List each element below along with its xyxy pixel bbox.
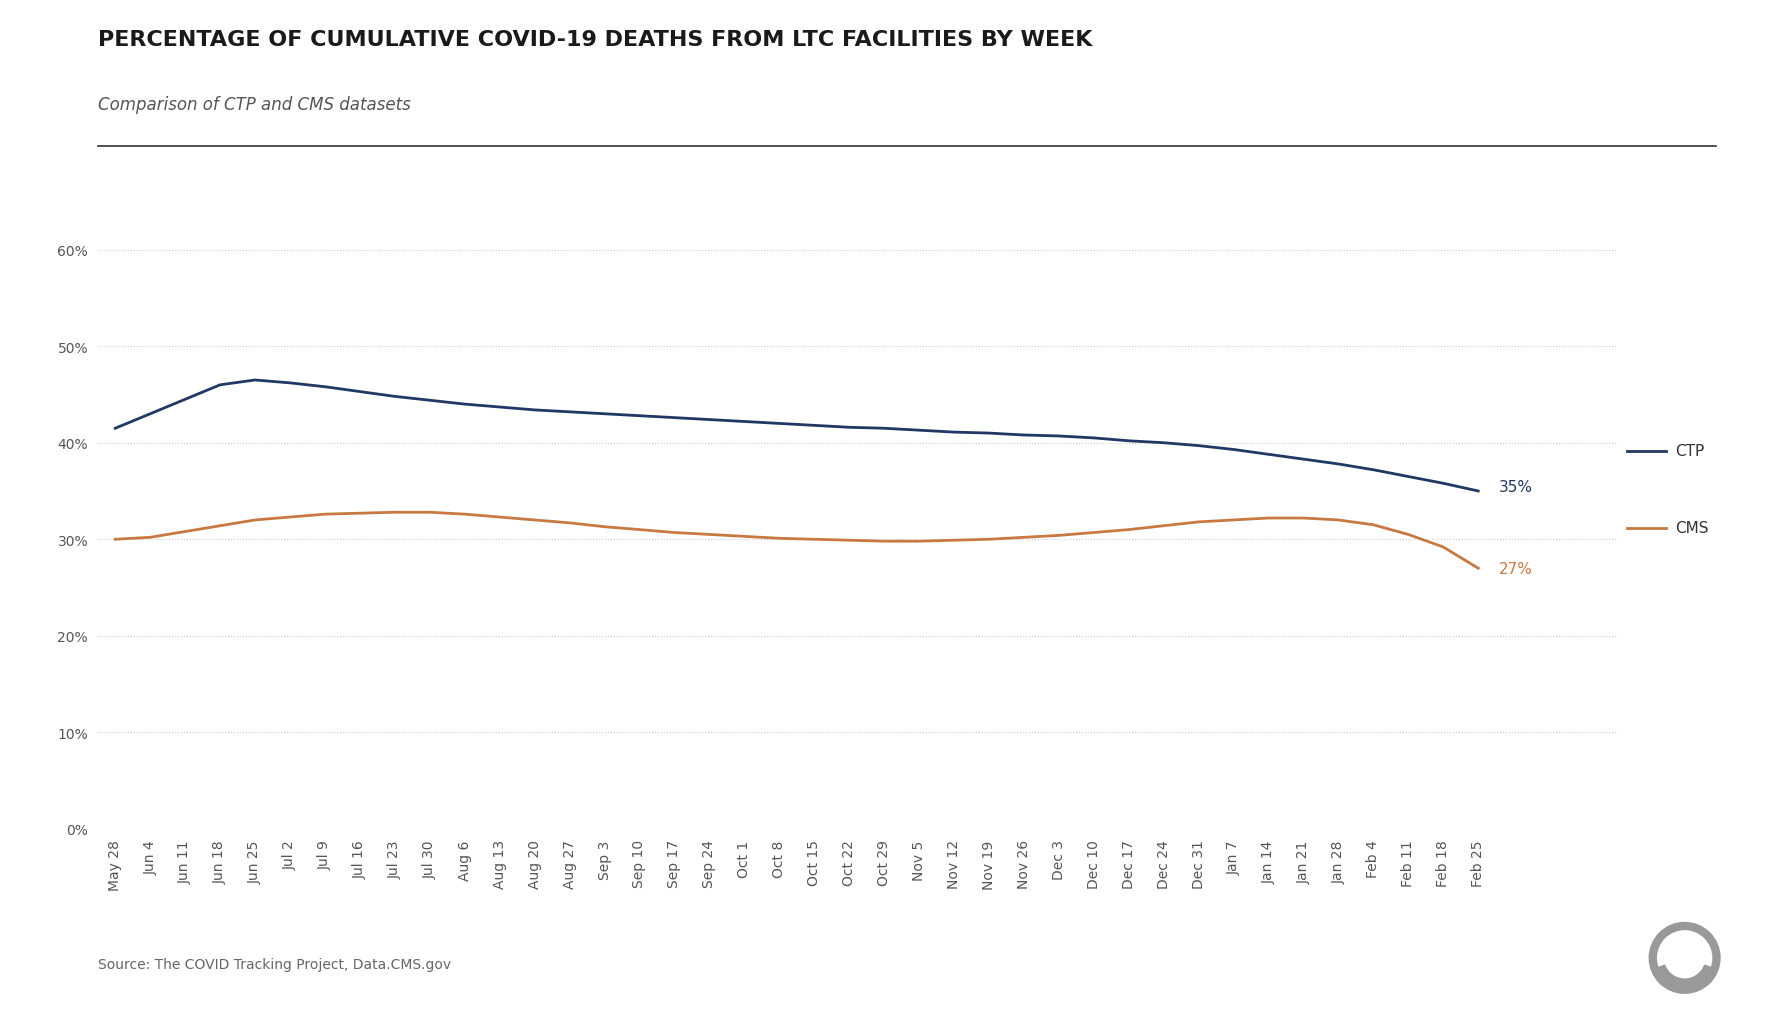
Text: CMS: CMS: [1675, 521, 1709, 536]
Text: Comparison of CTP and CMS datasets: Comparison of CTP and CMS datasets: [98, 96, 411, 114]
Text: PERCENTAGE OF CUMULATIVE COVID-19 DEATHS FROM LTC FACILITIES BY WEEK: PERCENTAGE OF CUMULATIVE COVID-19 DEATHS…: [98, 30, 1092, 51]
Wedge shape: [1655, 966, 1714, 990]
Text: 27%: 27%: [1499, 561, 1533, 576]
Text: CTP: CTP: [1675, 444, 1703, 459]
Text: Source: The COVID Tracking Project, Data.CMS.gov: Source: The COVID Tracking Project, Data…: [98, 956, 452, 971]
Text: 35%: 35%: [1499, 479, 1533, 494]
